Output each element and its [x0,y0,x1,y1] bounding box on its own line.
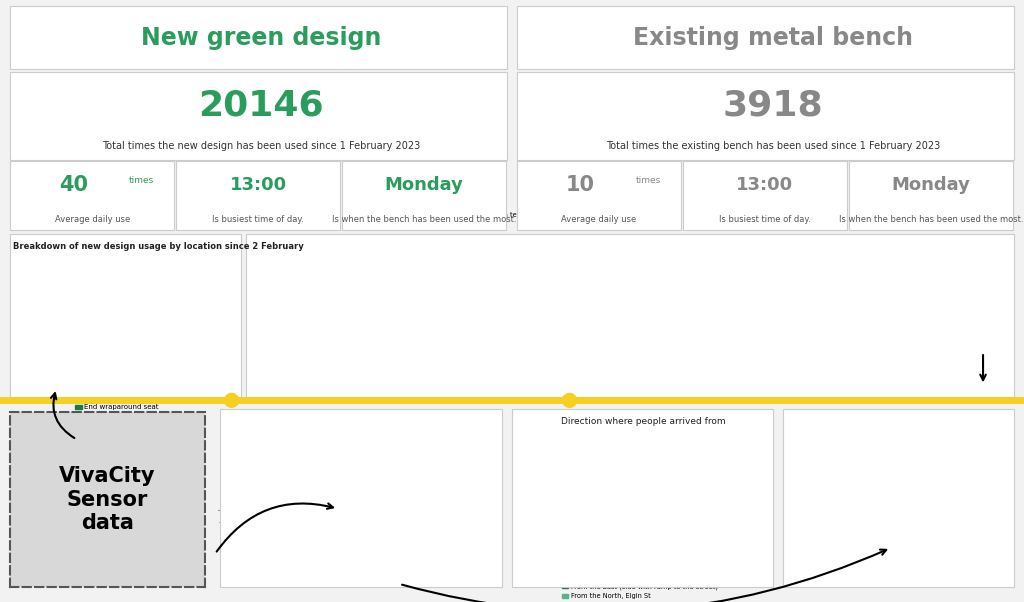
Bar [406,311,429,370]
Text: Average daily use: Average daily use [561,215,637,224]
Text: times: times [935,441,964,452]
Bar [321,359,344,370]
Text: 23: 23 [238,445,304,491]
Text: mins: mins [287,432,311,442]
Y-axis label: New design vs
existing bench use: New design vs existing bench use [257,274,270,340]
Text: 23%: 23% [686,473,706,482]
Bar [746,353,770,370]
Wedge shape [592,448,665,531]
Bar [790,311,813,370]
Bar [534,265,557,370]
Bar [705,332,727,370]
Text: Is when the bench has been used the most.: Is when the bench has been used the most… [839,215,1023,224]
Text: Visitors in different season and time: Visitors in different season and time [828,557,969,566]
Text: 10: 10 [566,175,595,195]
Text: Existing metal bench: Existing metal bench [633,26,913,50]
Text: ⬟: ⬟ [889,411,908,431]
Text: Monday: Monday [891,176,971,194]
Bar [577,313,600,370]
Bar [449,330,472,370]
Bar [492,318,514,370]
Text: Yabby sensor data: Yabby sensor data [776,310,963,328]
Bar [874,364,898,370]
Polygon shape [539,55,552,63]
Text: 13:00: 13:00 [736,176,794,194]
Text: times: times [129,176,154,185]
Bar [364,326,387,370]
Wedge shape [70,266,150,369]
Wedge shape [606,506,684,545]
Bar [662,328,685,370]
Text: Average daily use: Average daily use [54,215,130,224]
Text: Breakdown of new design usage by location since 2 February: Breakdown of new design usage by locatio… [13,242,304,251]
Text: ⬤: ⬤ [560,393,577,408]
Text: Is busiest time of day.: Is busiest time of day. [212,215,304,224]
Text: ✦: ✦ [32,26,45,41]
Text: 11: 11 [390,445,456,491]
Wedge shape [135,273,176,318]
Text: 31%: 31% [152,367,171,376]
Bar [831,359,855,370]
Circle shape [19,14,57,57]
Text: Is busiest time of day.: Is busiest time of day. [719,215,811,224]
Text: New green design: New green design [141,26,381,50]
Text: Direction where people arrived from: Direction where people arrived from [561,417,725,426]
Y-axis label: temperature: temperature [952,285,957,329]
Text: ⬤: ⬤ [222,393,239,408]
Text: Total times the existing bench has been used since 1 February 2023: Total times the existing bench has been … [606,141,940,151]
Text: 53%: 53% [54,288,74,297]
Text: Average bench usage
per day at Argyle Sq: Average bench usage per day at Argyle Sq [850,501,947,520]
Text: The average daily
visitors who stayed
longer than 2 minutes.: The average daily visitors who stayed lo… [371,510,475,540]
Text: 20146: 20146 [199,88,324,122]
Wedge shape [105,317,176,372]
Text: 13:00: 13:00 [229,176,287,194]
Legend: End wraparound seat, Middle seat with armrest, High bench: End wraparound seat, Middle seat with ar… [72,402,174,432]
Text: 3918: 3918 [723,88,823,122]
Text: 46%: 46% [584,457,603,465]
Text: ⬟: ⬟ [322,409,344,433]
Text: 31%: 31% [642,550,662,559]
Polygon shape [32,55,45,63]
Text: 16: 16 [867,453,930,497]
Text: The average dwell time
for a visitor at the new
green chair.: The average dwell time for a visitor at … [217,510,325,540]
Text: 40: 40 [59,175,88,195]
Text: Is when the bench has been used the most.: Is when the bench has been used the most… [332,215,516,224]
Text: 16%: 16% [168,281,188,290]
Text: Monday: Monday [384,176,464,194]
Bar [618,279,642,370]
Text: ✦: ✦ [539,26,552,41]
Text: VivaCity
Sensor
data: VivaCity Sensor data [59,467,156,533]
Text: Total times the new design has been used since 1 February 2023: Total times the new design has been used… [102,141,420,151]
Legend: From the East (side with ramp to the street), From the North, Elgin St, From the: From the East (side with ramp to the str… [559,581,721,602]
Circle shape [526,14,564,57]
Wedge shape [651,455,688,515]
Legend: New design use, Metal bench use, Average of  high temperature, Average of low te: New design use, Metal bench use, Average… [289,209,668,220]
Text: times: times [636,176,660,185]
